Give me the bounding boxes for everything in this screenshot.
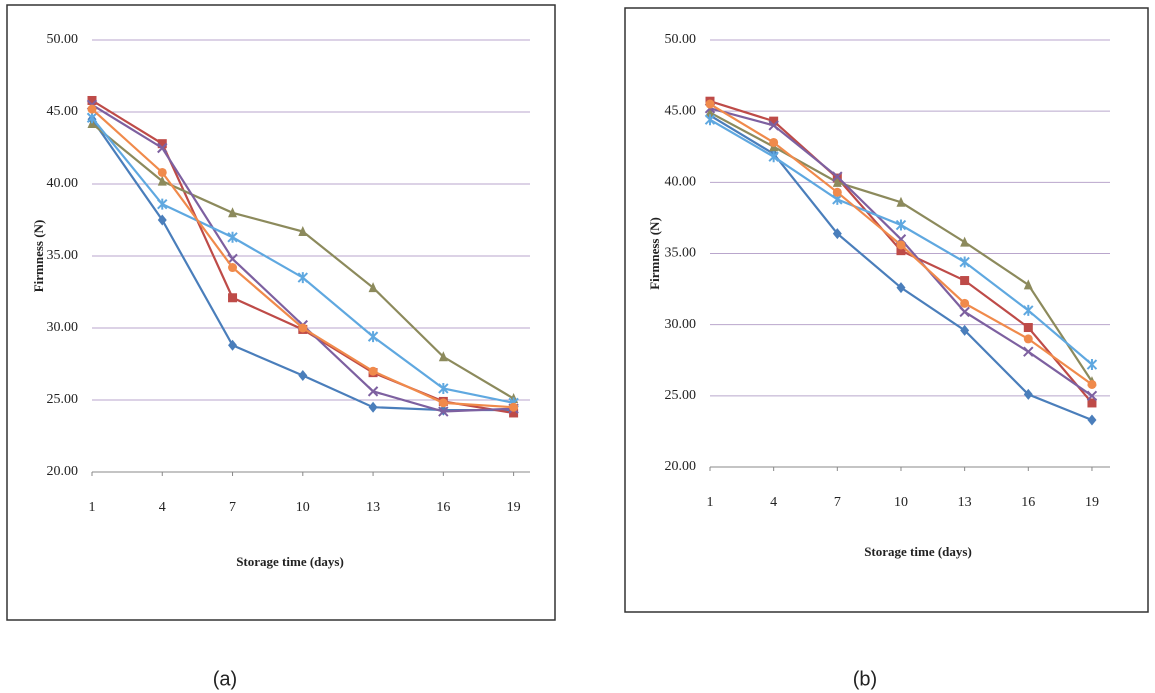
marker [1024, 279, 1033, 289]
marker [298, 324, 307, 333]
marker [896, 220, 905, 231]
marker [369, 367, 378, 376]
series-line [92, 100, 514, 412]
marker [706, 114, 715, 125]
x-tick-label: 4 [770, 495, 777, 510]
y-tick-label: 25.00 [47, 392, 79, 407]
marker [706, 100, 715, 109]
panel-frame [625, 8, 1148, 612]
x-tick-label: 10 [894, 495, 908, 510]
series-line [92, 119, 514, 410]
marker [158, 199, 167, 210]
y-tick-label: 20.00 [47, 464, 79, 479]
marker [369, 402, 378, 413]
y-tick-label: 45.00 [665, 103, 697, 118]
panel-caption: (a) [213, 668, 237, 690]
marker [158, 168, 167, 177]
marker [1024, 323, 1033, 332]
x-tick-label: 19 [1085, 495, 1099, 510]
y-tick-label: 50.00 [665, 32, 697, 47]
marker [769, 138, 778, 147]
y-tick-label: 40.00 [665, 175, 697, 190]
x-tick-label: 1 [707, 495, 714, 510]
series-line [92, 109, 514, 407]
y-tick-label: 35.00 [47, 248, 79, 263]
y-tick-label: 25.00 [665, 388, 697, 403]
y-tick-label: 40.00 [47, 176, 79, 191]
y-tick-label: 30.00 [665, 317, 697, 332]
y-tick-label: 20.00 [665, 459, 697, 474]
y-tick-label: 50.00 [47, 32, 79, 47]
x-tick-label: 13 [958, 495, 972, 510]
x-tick-label: 16 [1021, 495, 1035, 510]
panel-caption: (b) [853, 668, 877, 690]
x-tick-label: 16 [436, 500, 450, 515]
marker [88, 105, 97, 114]
x-axis-title: Storage time (days) [864, 544, 972, 559]
marker [960, 276, 969, 285]
marker [960, 299, 969, 308]
marker [1024, 347, 1033, 356]
x-axis-title: Storage time (days) [236, 554, 344, 569]
marker [1024, 334, 1033, 343]
page: {"chart_data": [ {"type": "line", "capti… [0, 0, 1155, 693]
marker [1087, 415, 1096, 426]
marker [1087, 359, 1096, 370]
marker [228, 263, 237, 272]
marker [509, 403, 518, 412]
marker [228, 232, 237, 243]
x-tick-label: 4 [159, 500, 166, 515]
x-tick-label: 7 [229, 500, 236, 515]
marker [298, 272, 307, 283]
figure: 20.00 25.00 30.00 35.00 40.00 45.00 50.00 1 4 7 10… [0, 0, 1155, 693]
x-tick-label: 10 [296, 500, 310, 515]
marker [369, 282, 378, 292]
y-tick-label: 35.00 [665, 246, 697, 261]
marker [298, 370, 307, 381]
y-axis-title: Firmness (N) [31, 220, 46, 293]
marker [439, 398, 448, 407]
marker [960, 307, 969, 316]
marker [896, 240, 905, 249]
y-tick-label: 30.00 [47, 320, 79, 335]
marker [369, 331, 378, 342]
marker [228, 293, 237, 302]
x-tick-label: 13 [366, 500, 380, 515]
marker [1024, 305, 1033, 316]
marker [960, 257, 969, 268]
y-tick-label: 45.00 [47, 104, 79, 119]
y-axis-title: Firmness (N) [647, 217, 662, 290]
marker [960, 237, 969, 247]
series-line [710, 115, 1092, 420]
x-tick-label: 1 [89, 500, 96, 515]
marker [833, 188, 842, 197]
x-tick-label: 7 [834, 495, 841, 510]
x-tick-label: 19 [507, 500, 521, 515]
series-line [92, 105, 514, 412]
marker [1087, 380, 1096, 389]
